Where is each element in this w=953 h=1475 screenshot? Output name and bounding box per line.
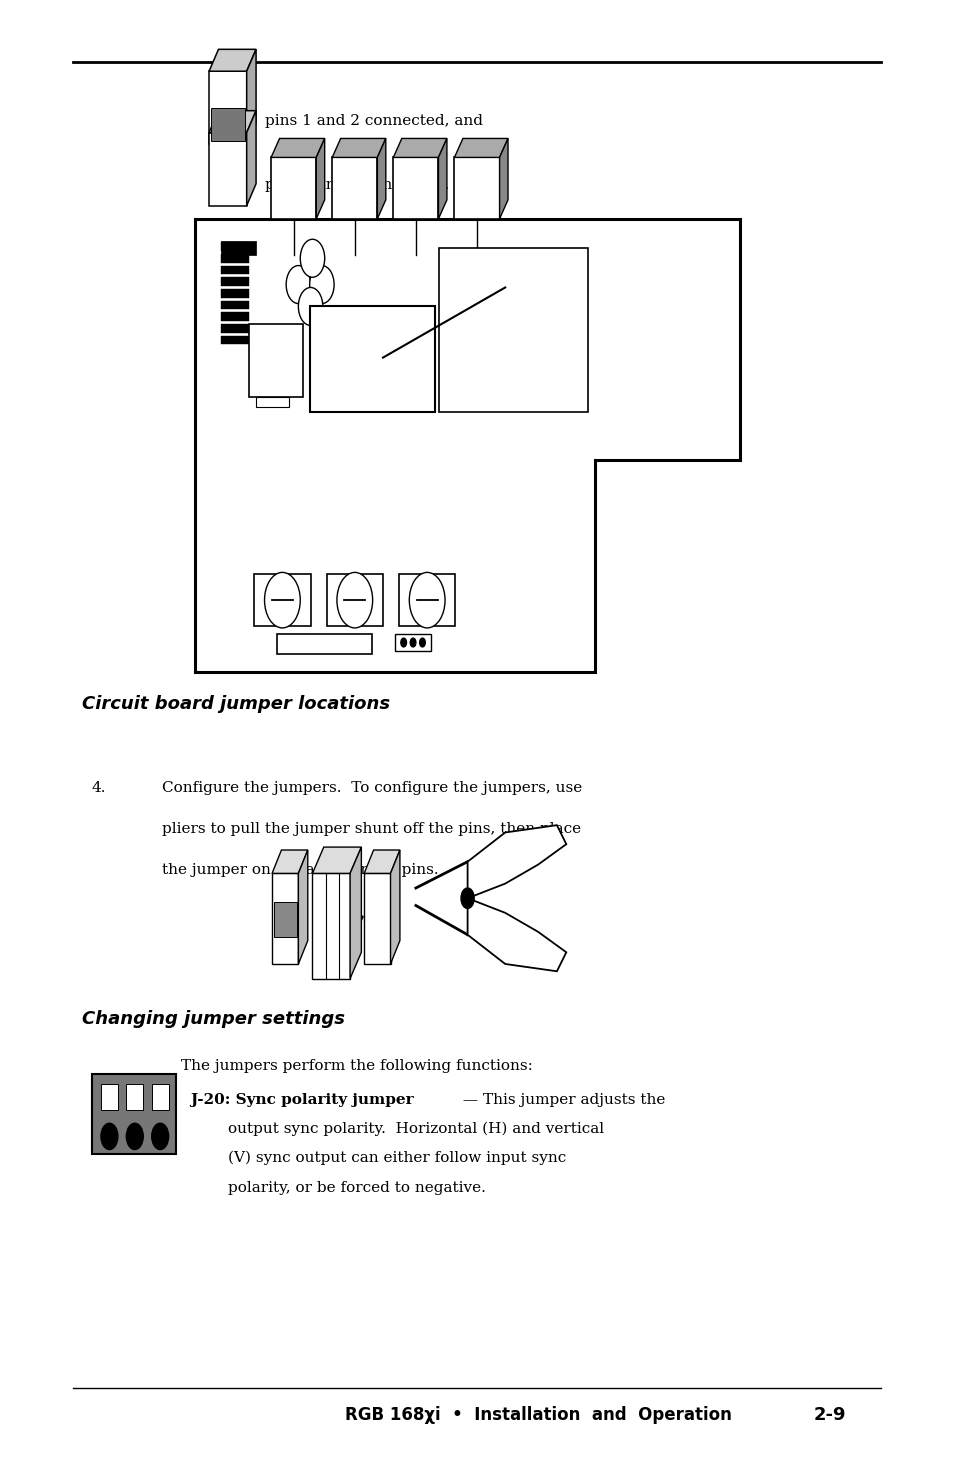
Polygon shape [467,898,566,971]
Polygon shape [209,71,247,145]
Text: 4.: 4. [91,782,106,795]
Polygon shape [313,847,361,873]
Circle shape [336,572,373,628]
Polygon shape [249,324,303,397]
Polygon shape [272,850,308,873]
Text: pins 2 and 3 connected.: pins 2 and 3 connected. [265,178,449,192]
Circle shape [300,239,324,277]
Polygon shape [332,158,377,218]
Polygon shape [315,139,324,218]
Circle shape [460,888,474,909]
Polygon shape [221,254,250,263]
Text: the jumper on the appropriate pins.: the jumper on the appropriate pins. [162,863,438,878]
Polygon shape [209,49,255,71]
Polygon shape [332,139,385,158]
Polygon shape [310,307,435,412]
Polygon shape [152,1084,169,1111]
Polygon shape [298,850,308,965]
Text: 2-9: 2-9 [813,1407,845,1425]
Polygon shape [276,634,372,655]
Polygon shape [467,825,566,898]
Circle shape [409,572,444,628]
Circle shape [410,639,416,648]
Polygon shape [209,133,247,205]
Polygon shape [364,873,390,965]
Polygon shape [272,873,298,965]
Polygon shape [211,108,245,140]
Polygon shape [253,574,311,627]
Text: Configure the jumpers.  To configure the jumpers, use: Configure the jumpers. To configure the … [162,782,581,795]
Polygon shape [194,218,740,671]
Polygon shape [364,850,399,873]
Text: polarity, or be forced to negative.: polarity, or be forced to negative. [228,1180,485,1195]
Polygon shape [221,289,250,298]
Polygon shape [255,397,289,407]
Polygon shape [91,1074,176,1153]
Polygon shape [499,139,508,218]
Text: (V) sync output can either follow input sync: (V) sync output can either follow input … [228,1150,565,1165]
Circle shape [286,266,311,304]
Circle shape [419,639,425,648]
Text: output sync polarity.  Horizontal (H) and vertical: output sync polarity. Horizontal (H) and… [228,1122,603,1136]
Text: — This jumper adjusts the: — This jumper adjusts the [457,1093,665,1106]
Polygon shape [271,158,315,218]
Polygon shape [221,277,250,286]
Polygon shape [454,139,508,158]
Polygon shape [395,634,431,652]
Circle shape [310,266,334,304]
Circle shape [101,1124,118,1149]
Polygon shape [393,158,438,218]
Polygon shape [438,139,446,218]
Text: Changing jumper settings: Changing jumper settings [82,1010,345,1028]
Polygon shape [221,336,250,345]
Polygon shape [221,240,255,255]
Polygon shape [390,850,399,965]
Polygon shape [101,1084,118,1111]
Text: J-20: Sync polarity jumper: J-20: Sync polarity jumper [190,1093,414,1106]
Polygon shape [247,49,255,145]
Text: The jumpers perform the following functions:: The jumpers perform the following functi… [181,1059,532,1074]
Text: Circuit board jumper locations: Circuit board jumper locations [82,695,390,712]
Circle shape [126,1124,143,1149]
Text: RGB 168χi  •  Installation  and  Operation: RGB 168χi • Installation and Operation [345,1407,732,1425]
Circle shape [152,1124,169,1149]
Polygon shape [221,313,250,322]
Text: pins 1 and 2 connected, and: pins 1 and 2 connected, and [265,114,483,128]
Polygon shape [221,301,250,310]
Polygon shape [439,248,587,412]
Polygon shape [398,574,455,627]
Polygon shape [126,1084,143,1111]
Polygon shape [326,574,382,627]
Polygon shape [209,111,255,133]
Text: pliers to pull the jumper shunt off the pins, then place: pliers to pull the jumper shunt off the … [162,822,580,836]
Polygon shape [393,139,446,158]
Circle shape [298,288,322,326]
Circle shape [264,572,300,628]
Polygon shape [313,873,350,978]
Polygon shape [221,266,250,274]
Polygon shape [377,139,385,218]
Polygon shape [271,139,324,158]
Polygon shape [247,111,255,205]
Circle shape [400,639,406,648]
Polygon shape [454,158,499,218]
Polygon shape [221,324,250,333]
Polygon shape [274,903,296,937]
Polygon shape [350,847,361,978]
Polygon shape [221,242,250,251]
